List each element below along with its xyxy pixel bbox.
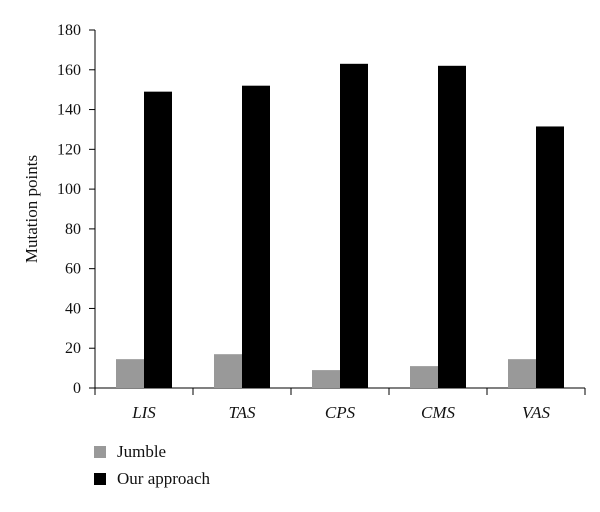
y-tick-label: 0: [73, 380, 81, 397]
legend-swatch-jumble: [94, 446, 106, 458]
category-labels: LIS TAS CPS CMS VAS: [131, 403, 550, 422]
legend: Jumble Our approach: [94, 442, 210, 488]
bar-our-approach-cms: [438, 65, 466, 389]
y-axis-title: Mutation points: [22, 155, 41, 263]
bar-jumble-tas: [214, 354, 242, 388]
category-label: CPS: [325, 403, 356, 422]
bars: [116, 63, 564, 389]
y-tick-label: 180: [57, 22, 81, 39]
legend-swatch-our-approach: [94, 473, 106, 485]
category-label: LIS: [131, 403, 156, 422]
bar-our-approach-cps: [340, 63, 368, 389]
bar-our-approach-vas: [536, 126, 564, 388]
bar-our-approach-tas: [242, 85, 270, 388]
legend-label: Jumble: [117, 442, 166, 461]
y-tick-label: 120: [57, 141, 81, 158]
category-label: VAS: [522, 403, 551, 422]
y-tick-label: 140: [57, 102, 81, 119]
y-tick-label: 100: [57, 181, 81, 198]
x-ticks: [94, 388, 586, 395]
y-tick-label: 80: [65, 221, 81, 238]
y-tick-label: 160: [57, 62, 81, 79]
legend-label: Our approach: [117, 469, 210, 488]
category-label: CMS: [421, 403, 456, 422]
bar-our-approach-lis: [144, 91, 172, 389]
category-label: TAS: [228, 403, 256, 422]
y-tick-label: 60: [65, 261, 81, 278]
bar-jumble-cms: [410, 366, 438, 388]
y-ticks: 0 20 40 60 80 100 120 140 160 180: [57, 22, 95, 397]
bar-jumble-cps: [312, 370, 340, 388]
y-tick-label: 40: [65, 300, 81, 317]
bar-jumble-vas: [508, 359, 536, 388]
bar-jumble-lis: [116, 359, 144, 388]
y-tick-label: 20: [65, 340, 81, 357]
